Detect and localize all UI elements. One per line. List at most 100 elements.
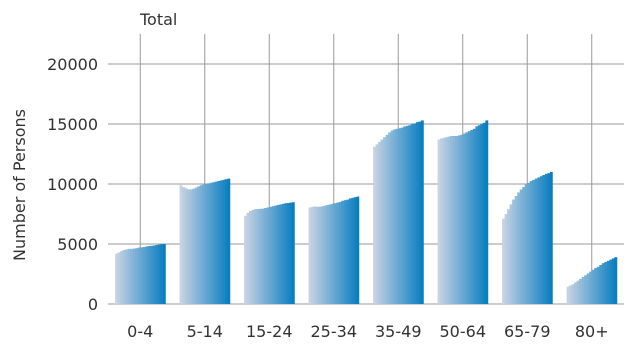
- bar-group-50-64: [437, 120, 489, 305]
- bar: [197, 186, 201, 304]
- bar: [606, 260, 610, 304]
- bar: [219, 180, 223, 304]
- bar: [472, 128, 476, 304]
- bar: [415, 122, 419, 304]
- bar: [373, 146, 376, 304]
- bar: [356, 196, 360, 304]
- bar: [539, 176, 543, 304]
- bar: [547, 173, 551, 304]
- bar: [222, 179, 226, 304]
- bar: [440, 138, 443, 304]
- bar: [291, 202, 295, 304]
- x-tick-label: 65-79: [504, 322, 551, 341]
- bar: [244, 215, 247, 304]
- y-tick-label: 5000: [57, 235, 98, 254]
- bar-group-80+: [566, 257, 618, 304]
- bar: [182, 187, 185, 304]
- bar: [192, 188, 196, 304]
- bar: [549, 172, 553, 304]
- y-axis-label: Number of Persons: [10, 109, 29, 261]
- bar: [145, 246, 149, 304]
- bar: [467, 131, 471, 304]
- bar: [321, 206, 325, 304]
- bar: [534, 178, 538, 304]
- bar: [393, 129, 397, 304]
- bar: [410, 124, 414, 304]
- bar: [452, 136, 456, 304]
- bar: [574, 282, 578, 304]
- bar: [589, 271, 593, 304]
- bar: [194, 187, 198, 304]
- bar: [135, 248, 139, 304]
- bar: [207, 183, 211, 304]
- x-tick-label: 5-14: [187, 322, 223, 341]
- bar: [509, 204, 513, 304]
- bar: [475, 126, 479, 305]
- y-tick-label: 15000: [47, 115, 98, 134]
- bar: [380, 139, 384, 304]
- bar: [522, 187, 526, 304]
- x-tick-label: 80+: [575, 322, 609, 341]
- bar: [388, 132, 392, 304]
- bar: [120, 251, 123, 304]
- bar: [202, 184, 206, 304]
- bar: [251, 209, 255, 304]
- bar: [117, 252, 121, 304]
- bar: [512, 199, 516, 304]
- bar: [132, 248, 136, 304]
- bar: [576, 280, 580, 304]
- bar: [594, 268, 598, 304]
- bar: [403, 126, 407, 305]
- bar: [420, 120, 424, 305]
- bar: [579, 278, 583, 304]
- bar: [519, 189, 523, 304]
- bar: [266, 207, 270, 304]
- bar: [155, 244, 159, 304]
- bar: [276, 205, 280, 304]
- bar: [160, 244, 164, 304]
- bar-group-5-14: [179, 178, 231, 304]
- bar: [286, 202, 290, 304]
- bar: [212, 182, 216, 304]
- bar: [445, 137, 449, 304]
- bar: [460, 134, 464, 304]
- bar: [502, 218, 505, 304]
- bar: [261, 208, 265, 304]
- bar: [338, 202, 342, 304]
- bar: [447, 136, 451, 304]
- bar: [470, 130, 474, 304]
- bar: [209, 182, 213, 304]
- bar: [544, 173, 548, 304]
- bar: [214, 181, 218, 304]
- bar: [507, 209, 510, 304]
- bar: [462, 133, 466, 304]
- bars: [115, 120, 618, 305]
- bar: [341, 200, 345, 304]
- bar: [311, 206, 314, 304]
- x-tick-label: 50-64: [440, 322, 487, 341]
- bar: [591, 269, 595, 304]
- bar: [537, 177, 541, 304]
- bar: [524, 184, 528, 304]
- bar: [142, 247, 146, 304]
- tick-labels: 0 5000 10000 15000 20000 0-4 5-14 15-24 25-34 35-…: [47, 55, 609, 341]
- bar: [264, 208, 268, 304]
- bar: [455, 136, 459, 304]
- bar: [152, 245, 156, 304]
- bar-group-0-4: [115, 244, 166, 304]
- bar: [378, 142, 381, 304]
- bar: [586, 273, 590, 304]
- bar: [348, 198, 352, 304]
- bar: [504, 214, 508, 304]
- bar: [542, 175, 546, 304]
- bar: [532, 179, 536, 304]
- bar: [184, 188, 188, 304]
- bar: [269, 206, 273, 304]
- bar: [480, 124, 484, 304]
- bar: [130, 248, 134, 304]
- bar: [328, 204, 332, 304]
- bar: [581, 277, 585, 304]
- bar: [351, 197, 355, 304]
- bar: [125, 249, 129, 304]
